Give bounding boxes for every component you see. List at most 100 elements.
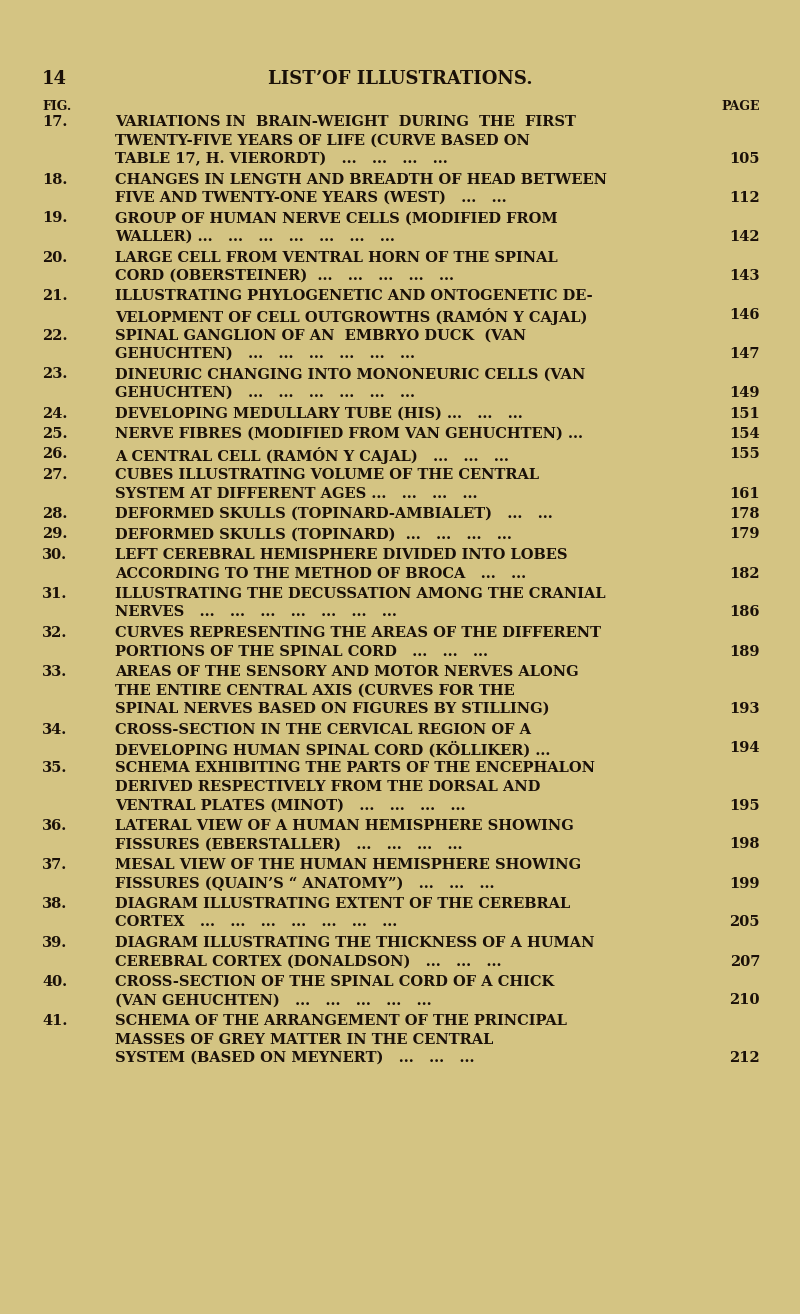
Text: LEFT CEREBRAL HEMISPHERE DIVIDED INTO LOBES: LEFT CEREBRAL HEMISPHERE DIVIDED INTO LO… bbox=[115, 548, 567, 562]
Text: 186: 186 bbox=[730, 606, 760, 619]
Text: 155: 155 bbox=[730, 448, 760, 461]
Text: 151: 151 bbox=[730, 406, 760, 420]
Text: 154: 154 bbox=[730, 427, 760, 442]
Text: 21.: 21. bbox=[42, 289, 67, 304]
Text: 34.: 34. bbox=[42, 723, 67, 737]
Text: 178: 178 bbox=[730, 507, 760, 520]
Text: 205: 205 bbox=[730, 916, 760, 929]
Text: CROSS-SECTION OF THE SPINAL CORD OF A CHICK: CROSS-SECTION OF THE SPINAL CORD OF A CH… bbox=[115, 975, 554, 989]
Text: VENTRAL PLATES (MINOT)   ...   ...   ...   ...: VENTRAL PLATES (MINOT) ... ... ... ... bbox=[115, 799, 466, 812]
Text: FISSURES (QUAIN’S “ ANATOMY”)   ...   ...   ...: FISSURES (QUAIN’S “ ANATOMY”) ... ... ..… bbox=[115, 876, 494, 891]
Text: DERIVED RESPECTIVELY FROM THE DORSAL AND: DERIVED RESPECTIVELY FROM THE DORSAL AND bbox=[115, 781, 540, 794]
Text: DEVELOPING HUMAN SPINAL CORD (KÖLLIKER) ...: DEVELOPING HUMAN SPINAL CORD (KÖLLIKER) … bbox=[115, 741, 550, 757]
Text: THE ENTIRE CENTRAL AXIS (CURVES FOR THE: THE ENTIRE CENTRAL AXIS (CURVES FOR THE bbox=[115, 683, 514, 698]
Text: 20.: 20. bbox=[42, 251, 67, 264]
Text: 27.: 27. bbox=[42, 468, 67, 482]
Text: 105: 105 bbox=[730, 152, 760, 166]
Text: 36.: 36. bbox=[42, 819, 67, 833]
Text: DEVELOPING MEDULLARY TUBE (HIS) ...   ...   ...: DEVELOPING MEDULLARY TUBE (HIS) ... ... … bbox=[115, 406, 522, 420]
Text: 212: 212 bbox=[730, 1051, 760, 1066]
Text: ILLUSTRATING PHYLOGENETIC AND ONTOGENETIC DE-: ILLUSTRATING PHYLOGENETIC AND ONTOGENETI… bbox=[115, 289, 593, 304]
Text: SCHEMA EXHIBITING THE PARTS OF THE ENCEPHALON: SCHEMA EXHIBITING THE PARTS OF THE ENCEP… bbox=[115, 762, 595, 775]
Text: NERVE FIBRES (MODIFIED FROM VAN GEHUCHTEN) ...: NERVE FIBRES (MODIFIED FROM VAN GEHUCHTE… bbox=[115, 427, 583, 442]
Text: 210: 210 bbox=[730, 993, 760, 1008]
Text: DEFORMED SKULLS (TOPINARD)  ...   ...   ...   ...: DEFORMED SKULLS (TOPINARD) ... ... ... .… bbox=[115, 527, 512, 541]
Text: LISTʼOF ILLUSTRATIONS.: LISTʼOF ILLUSTRATIONS. bbox=[268, 70, 532, 88]
Text: 147: 147 bbox=[730, 347, 760, 361]
Text: 39.: 39. bbox=[42, 936, 67, 950]
Text: MESAL VIEW OF THE HUMAN HEMISPHERE SHOWING: MESAL VIEW OF THE HUMAN HEMISPHERE SHOWI… bbox=[115, 858, 581, 872]
Text: 179: 179 bbox=[730, 527, 760, 541]
Text: CEREBRAL CORTEX (DONALDSON)   ...   ...   ...: CEREBRAL CORTEX (DONALDSON) ... ... ... bbox=[115, 954, 502, 968]
Text: A CENTRAL CELL (RAMÓN Y CAJAL)   ...   ...   ...: A CENTRAL CELL (RAMÓN Y CAJAL) ... ... .… bbox=[115, 448, 509, 465]
Text: 38.: 38. bbox=[42, 897, 67, 911]
Text: PAGE: PAGE bbox=[722, 100, 760, 113]
Text: 19.: 19. bbox=[42, 212, 67, 226]
Text: CHANGES IN LENGTH AND BREADTH OF HEAD BETWEEN: CHANGES IN LENGTH AND BREADTH OF HEAD BE… bbox=[115, 172, 607, 187]
Text: SYSTEM AT DIFFERENT AGES ...   ...   ...   ...: SYSTEM AT DIFFERENT AGES ... ... ... ... bbox=[115, 486, 478, 501]
Text: 189: 189 bbox=[730, 644, 760, 658]
Text: 207: 207 bbox=[730, 954, 760, 968]
Text: 142: 142 bbox=[730, 230, 760, 244]
Text: LARGE CELL FROM VENTRAL HORN OF THE SPINAL: LARGE CELL FROM VENTRAL HORN OF THE SPIN… bbox=[115, 251, 558, 264]
Text: SPINAL GANGLION OF AN  EMBRYO DUCK  (VAN: SPINAL GANGLION OF AN EMBRYO DUCK (VAN bbox=[115, 328, 526, 343]
Text: 30.: 30. bbox=[42, 548, 67, 562]
Text: DIAGRAM ILLUSTRATING THE THICKNESS OF A HUMAN: DIAGRAM ILLUSTRATING THE THICKNESS OF A … bbox=[115, 936, 594, 950]
Text: CORD (OBERSTEINER)  ...   ...   ...   ...   ...: CORD (OBERSTEINER) ... ... ... ... ... bbox=[115, 269, 454, 283]
Text: CUBES ILLUSTRATING VOLUME OF THE CENTRAL: CUBES ILLUSTRATING VOLUME OF THE CENTRAL bbox=[115, 468, 539, 482]
Text: TABLE 17, H. VIERORDT)   ...   ...   ...   ...: TABLE 17, H. VIERORDT) ... ... ... ... bbox=[115, 152, 448, 166]
Text: 161: 161 bbox=[730, 486, 760, 501]
Text: 143: 143 bbox=[730, 269, 760, 283]
Text: 14: 14 bbox=[42, 70, 67, 88]
Text: 40.: 40. bbox=[42, 975, 67, 989]
Text: 112: 112 bbox=[730, 191, 760, 205]
Text: 198: 198 bbox=[730, 837, 760, 851]
Text: CURVES REPRESENTING THE AREAS OF THE DIFFERENT: CURVES REPRESENTING THE AREAS OF THE DIF… bbox=[115, 625, 601, 640]
Text: DIAGRAM ILLUSTRATING EXTENT OF THE CEREBRAL: DIAGRAM ILLUSTRATING EXTENT OF THE CEREB… bbox=[115, 897, 570, 911]
Text: 182: 182 bbox=[730, 566, 760, 581]
Text: ACCORDING TO THE METHOD OF BROCA   ...   ...: ACCORDING TO THE METHOD OF BROCA ... ... bbox=[115, 566, 526, 581]
Text: LATERAL VIEW OF A HUMAN HEMISPHERE SHOWING: LATERAL VIEW OF A HUMAN HEMISPHERE SHOWI… bbox=[115, 819, 574, 833]
Text: FIG.: FIG. bbox=[42, 100, 71, 113]
Text: (VAN GEHUCHTEN)   ...   ...   ...   ...   ...: (VAN GEHUCHTEN) ... ... ... ... ... bbox=[115, 993, 432, 1008]
Text: GEHUCHTEN)   ...   ...   ...   ...   ...   ...: GEHUCHTEN) ... ... ... ... ... ... bbox=[115, 347, 415, 361]
Text: VELOPMENT OF CELL OUTGROWTHS (RAMÓN Y CAJAL): VELOPMENT OF CELL OUTGROWTHS (RAMÓN Y CA… bbox=[115, 307, 587, 325]
Text: 26.: 26. bbox=[42, 448, 67, 461]
Text: 193: 193 bbox=[730, 702, 760, 716]
Text: ILLUSTRATING THE DECUSSATION AMONG THE CRANIAL: ILLUSTRATING THE DECUSSATION AMONG THE C… bbox=[115, 587, 606, 600]
Text: 22.: 22. bbox=[42, 328, 67, 343]
Text: SPINAL NERVES BASED ON FIGURES BY STILLING): SPINAL NERVES BASED ON FIGURES BY STILLI… bbox=[115, 702, 550, 716]
Text: 31.: 31. bbox=[42, 587, 67, 600]
Text: NERVES   ...   ...   ...   ...   ...   ...   ...: NERVES ... ... ... ... ... ... ... bbox=[115, 606, 397, 619]
Text: GEHUCHTEN)   ...   ...   ...   ...   ...   ...: GEHUCHTEN) ... ... ... ... ... ... bbox=[115, 386, 415, 399]
Text: 32.: 32. bbox=[42, 625, 67, 640]
Text: CORTEX   ...   ...   ...   ...   ...   ...   ...: CORTEX ... ... ... ... ... ... ... bbox=[115, 916, 398, 929]
Text: DINEURIC CHANGING INTO MONONEURIC CELLS (VAN: DINEURIC CHANGING INTO MONONEURIC CELLS … bbox=[115, 368, 586, 381]
Text: DEFORMED SKULLS (TOPINARD-AMBIALET)   ...   ...: DEFORMED SKULLS (TOPINARD-AMBIALET) ... … bbox=[115, 507, 553, 520]
Text: 41.: 41. bbox=[42, 1014, 67, 1028]
Text: 37.: 37. bbox=[42, 858, 67, 872]
Text: 17.: 17. bbox=[42, 116, 67, 129]
Text: 18.: 18. bbox=[42, 172, 67, 187]
Text: CROSS‐SECTION IN THE CERVICAL REGION OF A: CROSS‐SECTION IN THE CERVICAL REGION OF … bbox=[115, 723, 531, 737]
Text: 23.: 23. bbox=[42, 368, 67, 381]
Text: PORTIONS OF THE SPINAL CORD   ...   ...   ...: PORTIONS OF THE SPINAL CORD ... ... ... bbox=[115, 644, 488, 658]
Text: VARIATIONS IN  BRAIN-WEIGHT  DURING  THE  FIRST: VARIATIONS IN BRAIN-WEIGHT DURING THE FI… bbox=[115, 116, 576, 129]
Text: 33.: 33. bbox=[42, 665, 67, 679]
Text: 28.: 28. bbox=[42, 507, 67, 520]
Text: 29.: 29. bbox=[42, 527, 67, 541]
Text: 199: 199 bbox=[730, 876, 760, 891]
Text: GROUP OF HUMAN NERVE CELLS (MODIFIED FROM: GROUP OF HUMAN NERVE CELLS (MODIFIED FRO… bbox=[115, 212, 558, 226]
Text: TWENTY-FIVE YEARS OF LIFE (CURVE BASED ON: TWENTY-FIVE YEARS OF LIFE (CURVE BASED O… bbox=[115, 134, 530, 147]
Text: SCHEMA OF THE ARRANGEMENT OF THE PRINCIPAL: SCHEMA OF THE ARRANGEMENT OF THE PRINCIP… bbox=[115, 1014, 567, 1028]
Text: AREAS OF THE SENSORY AND MOTOR NERVES ALONG: AREAS OF THE SENSORY AND MOTOR NERVES AL… bbox=[115, 665, 578, 679]
Text: FISSURES (EBERSTALLER)   ...   ...   ...   ...: FISSURES (EBERSTALLER) ... ... ... ... bbox=[115, 837, 462, 851]
Text: WALLER) ...   ...   ...   ...   ...   ...   ...: WALLER) ... ... ... ... ... ... ... bbox=[115, 230, 395, 244]
Text: 25.: 25. bbox=[42, 427, 67, 442]
Text: 35.: 35. bbox=[42, 762, 67, 775]
Text: FIVE AND TWENTY-ONE YEARS (WEST)   ...   ...: FIVE AND TWENTY-ONE YEARS (WEST) ... ... bbox=[115, 191, 506, 205]
Text: 195: 195 bbox=[730, 799, 760, 812]
Text: 149: 149 bbox=[730, 386, 760, 399]
Text: SYSTEM (BASED ON MEYNERT)   ...   ...   ...: SYSTEM (BASED ON MEYNERT) ... ... ... bbox=[115, 1051, 474, 1066]
Text: 194: 194 bbox=[730, 741, 760, 756]
